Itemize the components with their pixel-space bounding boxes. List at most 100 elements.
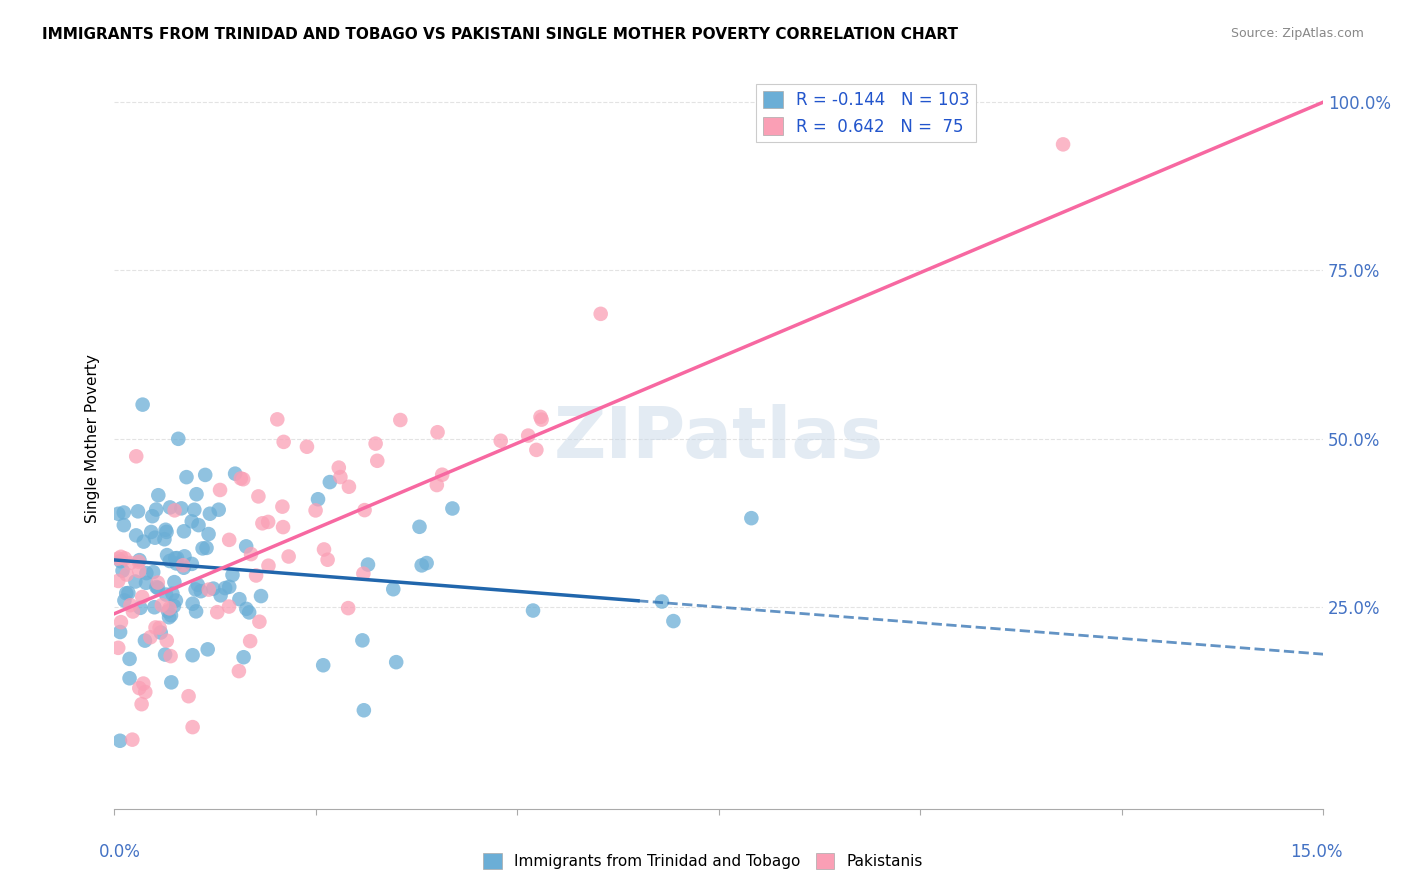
Point [165,551,187,566]
Text: 0.0%: 0.0% [98,843,141,861]
Point [146,581,169,595]
Point [740,511,762,525]
Point [165,593,187,607]
Point [411,558,433,573]
Point [426,425,449,440]
Point [366,454,388,468]
Text: ZIPatlas: ZIPatlas [554,404,884,474]
Point [172,558,194,573]
Point [245,568,267,582]
Point [271,520,294,534]
Point [107,507,129,521]
Point [266,412,288,426]
Point [218,533,240,547]
Point [142,565,165,579]
Point [160,608,183,623]
Point [131,697,153,711]
Point [125,528,148,542]
Point [135,566,157,581]
Point [385,655,408,669]
Point [115,567,138,582]
Point [165,557,187,571]
Point [198,507,221,521]
Point [112,518,135,533]
Point [252,516,274,531]
Point [118,652,141,666]
Point [110,549,132,564]
Point [522,603,544,617]
Point [184,582,207,597]
Point [187,578,209,592]
Point [197,642,219,657]
Text: Source: ZipAtlas.com: Source: ZipAtlas.com [1230,27,1364,40]
Point [197,582,219,597]
Point [651,594,673,608]
Point [173,524,195,539]
Point [118,671,141,685]
Point [238,606,260,620]
Point [173,549,195,564]
Point [143,531,166,545]
Point [163,503,186,517]
Point [352,633,374,648]
Point [247,490,270,504]
Point [135,575,157,590]
Point [115,586,138,600]
Point [163,599,186,613]
Point [441,501,464,516]
Point [319,475,342,489]
Point [157,604,180,618]
Point [1052,137,1074,152]
Point [124,574,146,589]
Point [295,440,318,454]
Point [250,589,273,603]
Point [316,553,339,567]
Point [307,492,329,507]
Point [128,681,150,695]
Point [180,515,202,529]
Legend: Immigrants from Trinidad and Tobago, Pakistanis: Immigrants from Trinidad and Tobago, Pak… [477,847,929,875]
Point [153,648,176,662]
Point [155,523,177,537]
Point [159,649,181,664]
Point [170,501,193,516]
Point [110,615,132,629]
Point [156,633,179,648]
Point [529,409,551,424]
Point [167,432,190,446]
Point [111,564,134,578]
Point [229,471,252,485]
Point [195,541,218,555]
Point [662,614,685,628]
Point [271,500,294,514]
Point [208,502,231,516]
Point [224,467,246,481]
Point [176,470,198,484]
Point [153,533,176,547]
Point [107,640,129,655]
Point [117,586,139,600]
Point [221,568,243,582]
Point [114,551,136,566]
Point [180,557,202,571]
Point [112,593,135,607]
Point [382,582,405,597]
Point [232,472,254,486]
Point [426,478,449,492]
Point [173,560,195,574]
Point [408,520,430,534]
Point [128,553,150,567]
Point [107,551,129,566]
Point [145,620,167,634]
Point [128,555,150,569]
Point [197,527,219,541]
Point [415,556,437,570]
Point [257,515,280,529]
Point [159,500,181,515]
Point [239,634,262,648]
Point [163,575,186,590]
Point [184,604,207,618]
Point [127,504,149,518]
Point [312,658,335,673]
Point [131,590,153,604]
